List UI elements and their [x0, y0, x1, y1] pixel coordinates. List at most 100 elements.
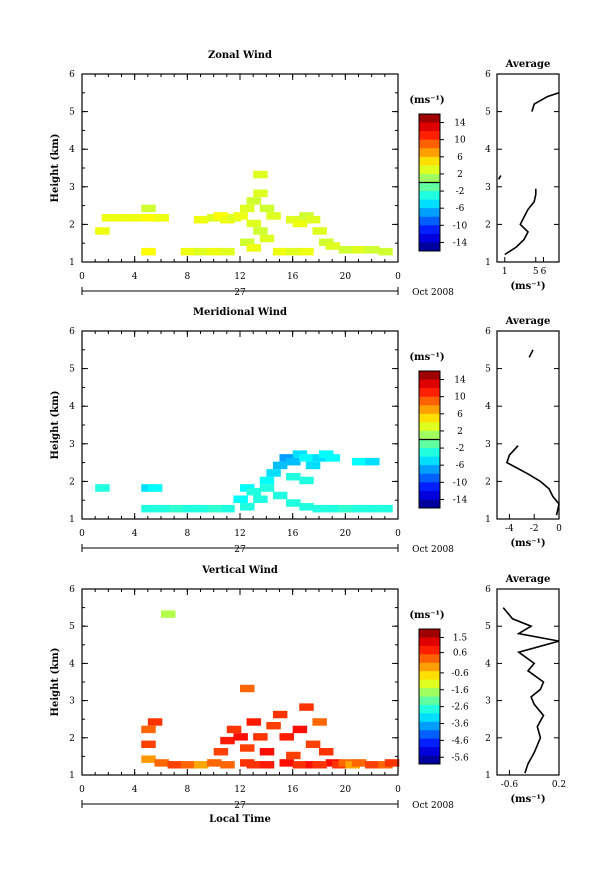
- heatmap-cell: [351, 246, 367, 254]
- heatmap-cell: [220, 247, 235, 256]
- average-x-label: (ms⁻¹): [510, 538, 545, 549]
- x-tick-label: 4: [132, 529, 138, 539]
- colorbar-segment: [419, 379, 440, 389]
- colorbar-segment: [419, 730, 440, 740]
- heatmap-cell: [141, 247, 156, 256]
- colorbar-segment: [419, 396, 440, 406]
- heatmap-cell: [193, 215, 209, 224]
- colorbar-segment: [419, 688, 440, 697]
- day-label: 27: [234, 288, 246, 298]
- heatmap-cells: [95, 170, 393, 256]
- average-y-tick-label: 1: [485, 771, 491, 781]
- average-y-tick-label: 5: [485, 365, 491, 375]
- colorbar-segment: [419, 371, 440, 381]
- heatmap-cell: [253, 189, 268, 198]
- heatmap-cell: [193, 761, 209, 769]
- colorbar-segment: [419, 755, 440, 765]
- colorbar-segment: [419, 713, 440, 723]
- colorbar-segment: [419, 242, 440, 252]
- heatmap-cell: [286, 499, 301, 507]
- heatmap-cell: [207, 247, 222, 256]
- average-frame: [496, 330, 560, 520]
- heatmap-cell: [147, 484, 163, 492]
- heatmap-cell: [141, 204, 156, 213]
- heatmap-cell: [167, 504, 183, 513]
- x-tick-label: 16: [287, 272, 299, 282]
- heatmap-cell: [246, 718, 262, 726]
- x-tick-label: 0: [395, 785, 401, 795]
- colorbar-segment: [419, 413, 440, 423]
- colorbar-tick-label: -14: [453, 238, 468, 248]
- heatmap-cell: [319, 748, 334, 756]
- colorbar-segment: [419, 165, 440, 175]
- heatmap-cell: [351, 504, 367, 513]
- heatmap-cell: [312, 227, 327, 235]
- colorbar-segment: [419, 473, 440, 483]
- colorbar-segment: [419, 122, 440, 132]
- heatmap-cell: [193, 247, 209, 256]
- heatmap-cell: [259, 476, 275, 485]
- colorbar-tick-label: 2: [457, 170, 463, 180]
- heatmap-cell: [246, 761, 262, 769]
- heatmap-cell: [180, 247, 196, 256]
- colorbar-segment: [419, 139, 440, 149]
- colorbar-segment: [419, 637, 440, 647]
- y-tick-label: 1: [69, 258, 75, 268]
- average-profile-line: [502, 607, 560, 774]
- heatmap-cell: [240, 204, 255, 213]
- x-tick-label: 0: [395, 272, 401, 282]
- x-tick-label: 8: [184, 785, 190, 795]
- heatmap-cell: [161, 610, 176, 618]
- average-y-tick-label: 2: [485, 734, 491, 744]
- heatmap-cell: [240, 484, 255, 492]
- y-tick-label: 6: [69, 327, 75, 337]
- heatmap-cell: [207, 759, 222, 767]
- heatmap-cell: [167, 761, 183, 769]
- heatmap-cell: [253, 170, 268, 179]
- colorbar-segment: [419, 490, 440, 500]
- colorbar-segment: [419, 654, 440, 664]
- y-tick-label: 3: [69, 697, 75, 707]
- colorbar-segment: [419, 199, 440, 209]
- colorbar-tick-label: -6: [456, 204, 465, 214]
- heatmap-cell: [226, 725, 242, 734]
- heatmap-cell: [292, 761, 308, 769]
- heatmap-cell: [365, 246, 380, 254]
- colorbar-tick-label: -14: [453, 495, 468, 505]
- heatmap-cell: [299, 503, 314, 511]
- plot-frame: [81, 73, 399, 263]
- heatmap-cell: [246, 487, 262, 496]
- colorbar-tick-label: -10: [453, 478, 468, 488]
- colorbar-tick-label: -2: [456, 444, 465, 454]
- x-tick-label: 4: [132, 272, 138, 282]
- y-tick-label: 2: [69, 220, 75, 230]
- y-tick-label: 4: [69, 402, 75, 412]
- colorbar-tick-label: 14: [454, 376, 466, 386]
- x-axis-label: Local Time: [209, 814, 271, 825]
- average-y-tick-label: 2: [485, 220, 491, 230]
- heatmap-cell: [253, 495, 268, 504]
- colorbar-segment: [419, 448, 440, 458]
- heatmap-cell: [220, 736, 235, 745]
- heatmap-cell: [299, 247, 314, 256]
- average-y-tick-label: 5: [485, 108, 491, 118]
- date-label: Oct 2008: [412, 288, 454, 298]
- x-tick-label: 4: [132, 785, 138, 795]
- heatmap-cell: [365, 457, 380, 466]
- average-profile-line: [505, 445, 560, 516]
- average-y-tick-label: 3: [485, 183, 491, 193]
- heatmap-cell: [272, 491, 288, 500]
- colorbar-segment: [419, 645, 440, 655]
- day-label: 27: [234, 545, 246, 555]
- average-y-tick-label: 6: [485, 585, 491, 595]
- y-axis-label: Height (km): [50, 134, 61, 203]
- colorbar-tick-label: -2: [456, 187, 465, 197]
- y-tick-label: 5: [69, 622, 75, 632]
- colorbar-segment: [419, 499, 440, 509]
- heatmap-cells: [95, 450, 393, 513]
- average-x-tick-label: 0.2: [552, 780, 566, 790]
- heatmap-cell: [279, 759, 294, 767]
